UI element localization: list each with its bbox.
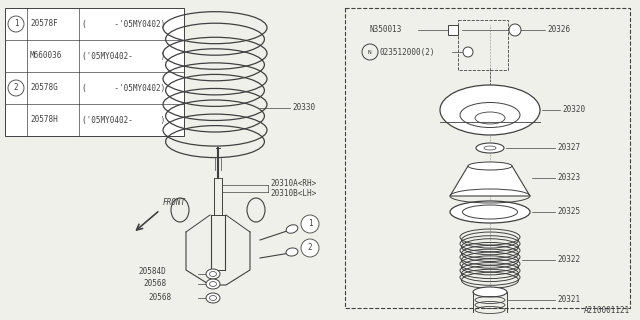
Text: 2: 2	[13, 84, 19, 92]
Text: ('05MY0402-      ): ('05MY0402- )	[82, 52, 165, 60]
Ellipse shape	[463, 47, 473, 57]
Ellipse shape	[286, 248, 298, 256]
Text: 1: 1	[13, 20, 19, 28]
Ellipse shape	[206, 293, 220, 303]
Text: 1: 1	[308, 220, 312, 228]
Text: N350013: N350013	[370, 26, 403, 35]
Text: 20322: 20322	[557, 255, 580, 265]
Ellipse shape	[206, 279, 220, 289]
Text: 20310B<LH>: 20310B<LH>	[270, 188, 316, 197]
Circle shape	[301, 215, 319, 233]
Ellipse shape	[286, 225, 298, 233]
Text: 20327: 20327	[557, 143, 580, 153]
Text: FRONT: FRONT	[163, 198, 186, 207]
Ellipse shape	[209, 295, 216, 300]
Ellipse shape	[209, 271, 216, 276]
Text: 20578G: 20578G	[30, 84, 58, 92]
Text: (      -'05MY0402): ( -'05MY0402)	[82, 20, 165, 28]
Ellipse shape	[209, 282, 216, 286]
Ellipse shape	[450, 201, 530, 223]
Text: 2: 2	[308, 244, 312, 252]
Text: 20323: 20323	[557, 173, 580, 182]
Text: A210001121: A210001121	[584, 306, 630, 315]
Text: (      -'05MY0402): ( -'05MY0402)	[82, 84, 165, 92]
Text: 20320: 20320	[562, 106, 585, 115]
Ellipse shape	[509, 24, 521, 36]
Bar	[5, 8, 184, 136]
Ellipse shape	[473, 287, 507, 297]
Bar	[458, 20, 508, 70]
Text: 20568: 20568	[148, 292, 171, 301]
Polygon shape	[450, 166, 530, 196]
Bar	[448, 25, 458, 35]
Ellipse shape	[476, 143, 504, 153]
Text: 20326: 20326	[547, 26, 570, 35]
Text: N: N	[368, 50, 372, 54]
Ellipse shape	[468, 162, 512, 170]
Text: 20584D: 20584D	[138, 268, 166, 276]
Text: 20321: 20321	[557, 295, 580, 305]
Text: 20325: 20325	[557, 207, 580, 217]
Ellipse shape	[484, 146, 496, 150]
Circle shape	[301, 239, 319, 257]
Text: 20568: 20568	[143, 278, 166, 287]
Ellipse shape	[206, 269, 220, 279]
Ellipse shape	[440, 85, 540, 135]
Text: 023512000(2): 023512000(2)	[380, 47, 435, 57]
Text: 20330: 20330	[292, 103, 315, 113]
Text: 20578F: 20578F	[30, 20, 58, 28]
Text: ('05MY0402-      ): ('05MY0402- )	[82, 116, 165, 124]
Text: 20310A<RH>: 20310A<RH>	[270, 179, 316, 188]
Text: 20578H: 20578H	[30, 116, 58, 124]
Bar	[345, 8, 630, 308]
Text: M660036: M660036	[30, 52, 62, 60]
